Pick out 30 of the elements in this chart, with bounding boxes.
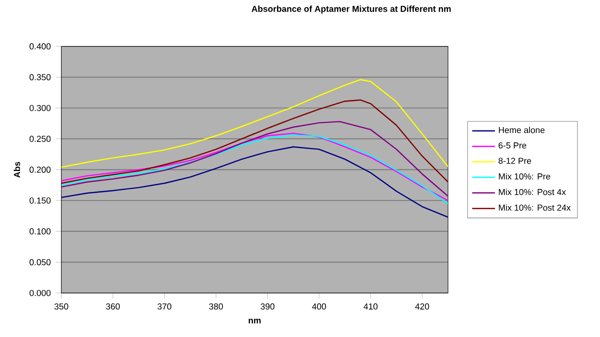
y-tick-label: 0.400 <box>30 43 51 50</box>
legend-label: Mix 10%: Post 4x <box>498 188 566 196</box>
x-tick-label: 400 <box>312 303 326 310</box>
legend-label: Mix 10%: Post 24x <box>498 204 571 211</box>
y-tick-label: 0.350 <box>30 74 51 80</box>
y-axis-title: Abs <box>14 162 20 178</box>
line-series <box>61 146 448 218</box>
y-tick-label: 0.200 <box>30 166 51 173</box>
x-tick-label: 390 <box>260 303 274 310</box>
line-series <box>61 99 448 184</box>
line-series <box>61 120 448 197</box>
y-tick-label: 0.050 <box>30 259 51 266</box>
y-tick-label: 0.300 <box>30 104 51 112</box>
legend-label: Mix 10%: Pre <box>498 173 550 180</box>
x-tick-label: 410 <box>364 303 378 310</box>
legend-label: 6-5 Pre <box>498 142 526 148</box>
legend-label: Heme alone <box>498 126 545 134</box>
legend-label: 8-12 Pre <box>498 158 532 164</box>
x-axis-title: nm <box>248 318 261 324</box>
line-series <box>61 79 448 168</box>
x-tick-label: 420 <box>415 303 430 310</box>
x-tick-label: 350 <box>54 303 68 310</box>
x-tick-label: 370 <box>158 303 172 310</box>
y-tick-label: 0.150 <box>30 197 51 204</box>
x-tick-label: 380 <box>209 303 223 310</box>
y-tick-label: 0.100 <box>30 228 51 234</box>
y-tick-label: 0.000 <box>30 290 51 296</box>
x-tick-label: 360 <box>106 303 120 310</box>
y-tick-label: 0.250 <box>30 136 51 142</box>
chart-title: Absorbance of Aptamer Mixtures at Different nm <box>252 6 451 14</box>
